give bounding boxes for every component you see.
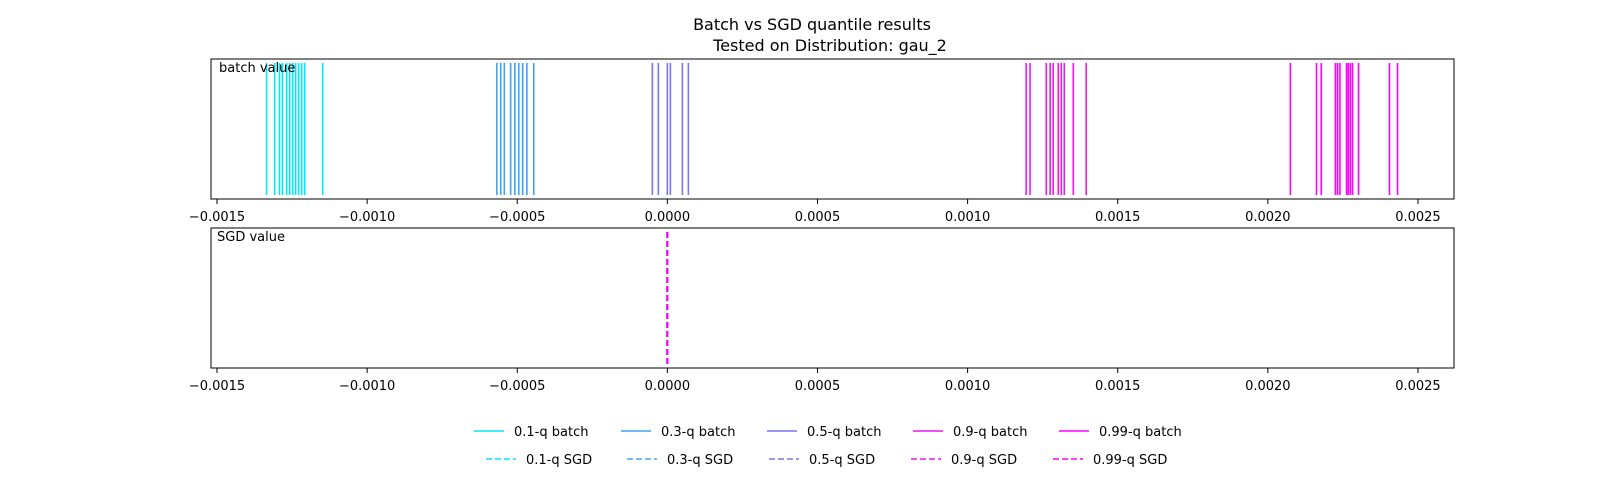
x-tick-label: −0.0010 (339, 210, 395, 225)
x-tick-label: 0.0010 (945, 379, 991, 394)
legend-label: 0.5-q batch (807, 425, 881, 440)
legend-label: 0.99-q batch (1099, 425, 1182, 440)
legend-item: 0.3-q batch (621, 425, 735, 440)
x-tick-label: 0.0005 (795, 210, 841, 225)
legend-label: 0.5-q SGD (809, 453, 875, 468)
series-0-3-q-batch (496, 63, 535, 195)
legend-item: 0.99-q SGD (1053, 453, 1167, 468)
legend-label: 0.1-q SGD (526, 453, 592, 468)
x-tick-label: 0.0020 (1245, 210, 1291, 225)
x-tick-label: 0.0025 (1395, 210, 1441, 225)
x-tick-label: 0.0010 (945, 210, 991, 225)
legend-item: 0.5-q batch (767, 425, 881, 440)
axes-frame (210, 58, 1455, 200)
legend-label: 0.99-q SGD (1093, 453, 1167, 468)
x-tick-label: 0.0000 (645, 210, 691, 225)
legend-item: 0.9-q batch (913, 425, 1027, 440)
series-0-1-q-batch (265, 63, 324, 195)
legend-label: 0.9-q batch (953, 425, 1027, 440)
series-0-9-q-batch (1025, 63, 1088, 195)
legend-label: 0.1-q batch (514, 425, 588, 440)
panel-label: SGD value (217, 230, 285, 245)
panel-batch: −0.0015 −0.0010 −0.0005 0.0000 0.0005 0.0010 0… (189, 58, 1455, 225)
x-tick-label: −0.0005 (489, 210, 545, 225)
x-tick-label: 0.0000 (645, 379, 691, 394)
chart-subtitle: Tested on Distribution: gau_2 (712, 36, 947, 56)
x-tick-label: 0.0020 (1245, 379, 1291, 394)
x-axis: −0.0015 −0.0010 −0.0005 0.0000 0.0005 0.0010 0… (189, 368, 1441, 394)
legend-item: 0.3-q SGD (627, 453, 733, 468)
legend-item: 0.1-q batch (474, 425, 588, 440)
x-tick-label: 0.0005 (795, 379, 841, 394)
axes-frame (210, 227, 1455, 369)
x-tick-label: 0.0015 (1095, 210, 1141, 225)
legend-label: 0.3-q SGD (667, 453, 733, 468)
x-tick-label: 0.0025 (1395, 379, 1441, 394)
x-tick-label: −0.0005 (489, 379, 545, 394)
legend-label: 0.3-q batch (661, 425, 735, 440)
panel-sgd: −0.0015 −0.0010 −0.0005 0.0000 0.0005 0.0010 0… (189, 227, 1455, 394)
legend-item: 0.1-q SGD (486, 453, 592, 468)
legend-item: 0.5-q SGD (769, 453, 875, 468)
panel-label: batch value (219, 61, 295, 76)
x-tick-label: −0.0015 (189, 210, 245, 225)
series-0-5-q-batch (651, 63, 690, 195)
series-0-99-q-batch (1289, 63, 1399, 195)
x-tick-label: −0.0010 (339, 379, 395, 394)
legend-item: 0.99-q batch (1059, 425, 1182, 440)
legend: 0.1-q batch 0.3-q batch 0.5-q batch 0.9-q b… (474, 425, 1182, 468)
x-axis: −0.0015 −0.0010 −0.0005 0.0000 0.0005 0.0010 0… (189, 199, 1441, 225)
x-tick-label: −0.0015 (189, 379, 245, 394)
panels-group: −0.0015 −0.0010 −0.0005 0.0000 0.0005 0.0010 0… (189, 58, 1455, 394)
x-tick-label: 0.0015 (1095, 379, 1141, 394)
chart-title: Batch vs SGD quantile results (693, 15, 931, 34)
legend-item: 0.9-q SGD (911, 453, 1017, 468)
legend-label: 0.9-q SGD (951, 453, 1017, 468)
